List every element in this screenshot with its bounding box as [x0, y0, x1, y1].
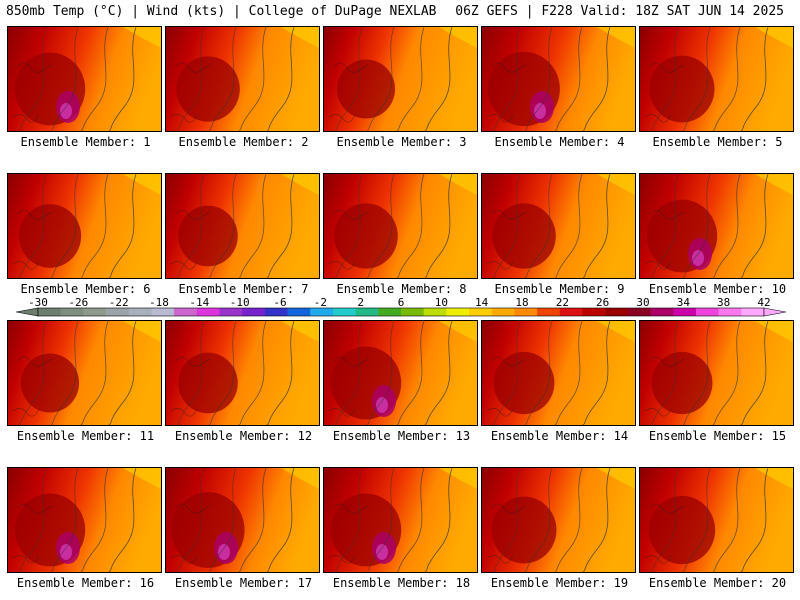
- ensemble-member-map: [323, 26, 478, 132]
- ensemble-member-label: Ensemble Member: 15: [648, 429, 787, 443]
- colorbar-tick-label: 6: [397, 296, 405, 309]
- colorbar-swatch: [196, 308, 220, 316]
- ensemble-member-map: [639, 320, 794, 426]
- ensemble-member-map: [481, 173, 636, 279]
- colorbar-swatch: [695, 308, 719, 316]
- colorbar-tick-label: 42: [757, 296, 771, 309]
- ensemble-member-map: [165, 173, 320, 279]
- colorbar-tick-label: 2: [357, 296, 364, 309]
- ensemble-member-label: Ensemble Member: 18: [332, 576, 471, 590]
- ensemble-member-label: Ensemble Member: 3: [336, 135, 467, 149]
- ensemble-member-label: Ensemble Member: 7: [178, 282, 309, 296]
- ensemble-member-label: Ensemble Member: 2: [178, 135, 309, 149]
- colorbar-tick-label: 30: [636, 296, 650, 309]
- colorbar-tick-label: 38: [717, 296, 731, 309]
- colorbar-swatch: [401, 308, 424, 316]
- colorbar-swatch: [423, 308, 447, 316]
- colorbar-swatch: [446, 308, 470, 316]
- ensemble-member-map: [7, 320, 162, 426]
- ensemble-member-map: [481, 320, 636, 426]
- ensemble-member-label: Ensemble Member: 20: [648, 576, 787, 590]
- temperature-colorbar: [16, 297, 786, 321]
- colorbar-tick-label: 34: [676, 296, 690, 309]
- colorbar-swatch: [219, 308, 243, 316]
- ensemble-member-map: [639, 173, 794, 279]
- colorbar-tick-label: 22: [555, 296, 569, 309]
- colorbar-swatch: [537, 308, 561, 316]
- ensemble-member-map: [7, 173, 162, 279]
- colorbar-swatch: [673, 308, 697, 316]
- ensemble-member-label: Ensemble Member: 1: [20, 135, 151, 149]
- colorbar-swatch: [741, 308, 765, 316]
- ensemble-member-map: [639, 26, 794, 132]
- colorbar-tick-label: -30: [28, 296, 48, 309]
- colorbar-swatch: [514, 308, 538, 316]
- colorbar-tick-label: -22: [108, 296, 129, 309]
- ensemble-member-label: Ensemble Member: 9: [494, 282, 625, 296]
- ensemble-member-label: Ensemble Member: 17: [174, 576, 313, 590]
- colorbar-swatch: [605, 308, 629, 316]
- ensemble-member-map: [323, 173, 478, 279]
- ensemble-member-map: [165, 26, 320, 132]
- colorbar-swatch: [60, 308, 84, 316]
- ensemble-member-label: Ensemble Member: 6: [20, 282, 151, 296]
- colorbar-swatch: [491, 308, 515, 316]
- colorbar-swatch: [83, 308, 107, 316]
- ensemble-member-label: Ensemble Member: 8: [336, 282, 467, 296]
- colorbar-swatch: [627, 308, 651, 316]
- ensemble-member-label: Ensemble Member: 10: [648, 282, 787, 296]
- colorbar-swatch: [310, 308, 334, 316]
- ensemble-member-map: [639, 467, 794, 573]
- colorbar-tick-label: 18: [515, 296, 529, 309]
- ensemble-member-label: Ensemble Member: 5: [652, 135, 783, 149]
- ensemble-member-map: [481, 26, 636, 132]
- colorbar-swatch: [128, 308, 152, 316]
- ensemble-member-map: [7, 467, 162, 573]
- colorbar-swatch: [559, 308, 583, 316]
- ensemble-member-label: Ensemble Member: 13: [332, 429, 471, 443]
- colorbar-tick-label: -6: [273, 296, 287, 309]
- colorbar-swatch: [174, 308, 198, 316]
- ensemble-member-label: Ensemble Member: 11: [16, 429, 155, 443]
- ensemble-member-map: [165, 467, 320, 573]
- colorbar-swatch: [332, 308, 356, 316]
- colorbar-swatch: [242, 308, 266, 316]
- ensemble-member-label: Ensemble Member: 16: [16, 576, 155, 590]
- colorbar-swatch: [469, 308, 493, 316]
- colorbar-tick-label: -2: [313, 296, 327, 309]
- colorbar-swatch: [106, 308, 130, 316]
- colorbar-tick-label: -14: [189, 296, 210, 309]
- model-run-info: 06Z GEFS | F228 Valid: 18Z SAT JUN 14 20…: [455, 4, 784, 19]
- colorbar-swatch: [355, 308, 379, 316]
- ensemble-member-map: [323, 467, 478, 573]
- map-title: 850mb Temp (°C) | Wind (kts) | College o…: [6, 4, 437, 19]
- ensemble-member-label: Ensemble Member: 4: [494, 135, 625, 149]
- colorbar-swatch: [151, 308, 175, 316]
- colorbar-swatch: [287, 308, 311, 316]
- colorbar-swatch: [264, 308, 288, 316]
- colorbar-swatch: [38, 308, 61, 316]
- ensemble-member-label: Ensemble Member: 19: [490, 576, 629, 590]
- colorbar-tick-label: 26: [596, 296, 610, 309]
- ensemble-member-label: Ensemble Member: 14: [490, 429, 629, 443]
- colorbar-swatch: [378, 308, 402, 316]
- colorbar-tick-label: 10: [434, 296, 448, 309]
- ensemble-member-map: [165, 320, 320, 426]
- ensemble-member-label: Ensemble Member: 12: [174, 429, 313, 443]
- colorbar-swatch: [582, 308, 606, 316]
- colorbar-tick-label: -18: [149, 296, 169, 309]
- colorbar-swatch: [718, 308, 742, 316]
- colorbar-tick-label: -10: [229, 296, 250, 309]
- ensemble-member-map: [7, 26, 162, 132]
- ensemble-member-map: [481, 467, 636, 573]
- colorbar-tick-label: -26: [68, 296, 89, 309]
- ensemble-member-map: [323, 320, 478, 426]
- colorbar-swatch: [650, 308, 674, 316]
- colorbar-tick-label: 14: [475, 296, 489, 309]
